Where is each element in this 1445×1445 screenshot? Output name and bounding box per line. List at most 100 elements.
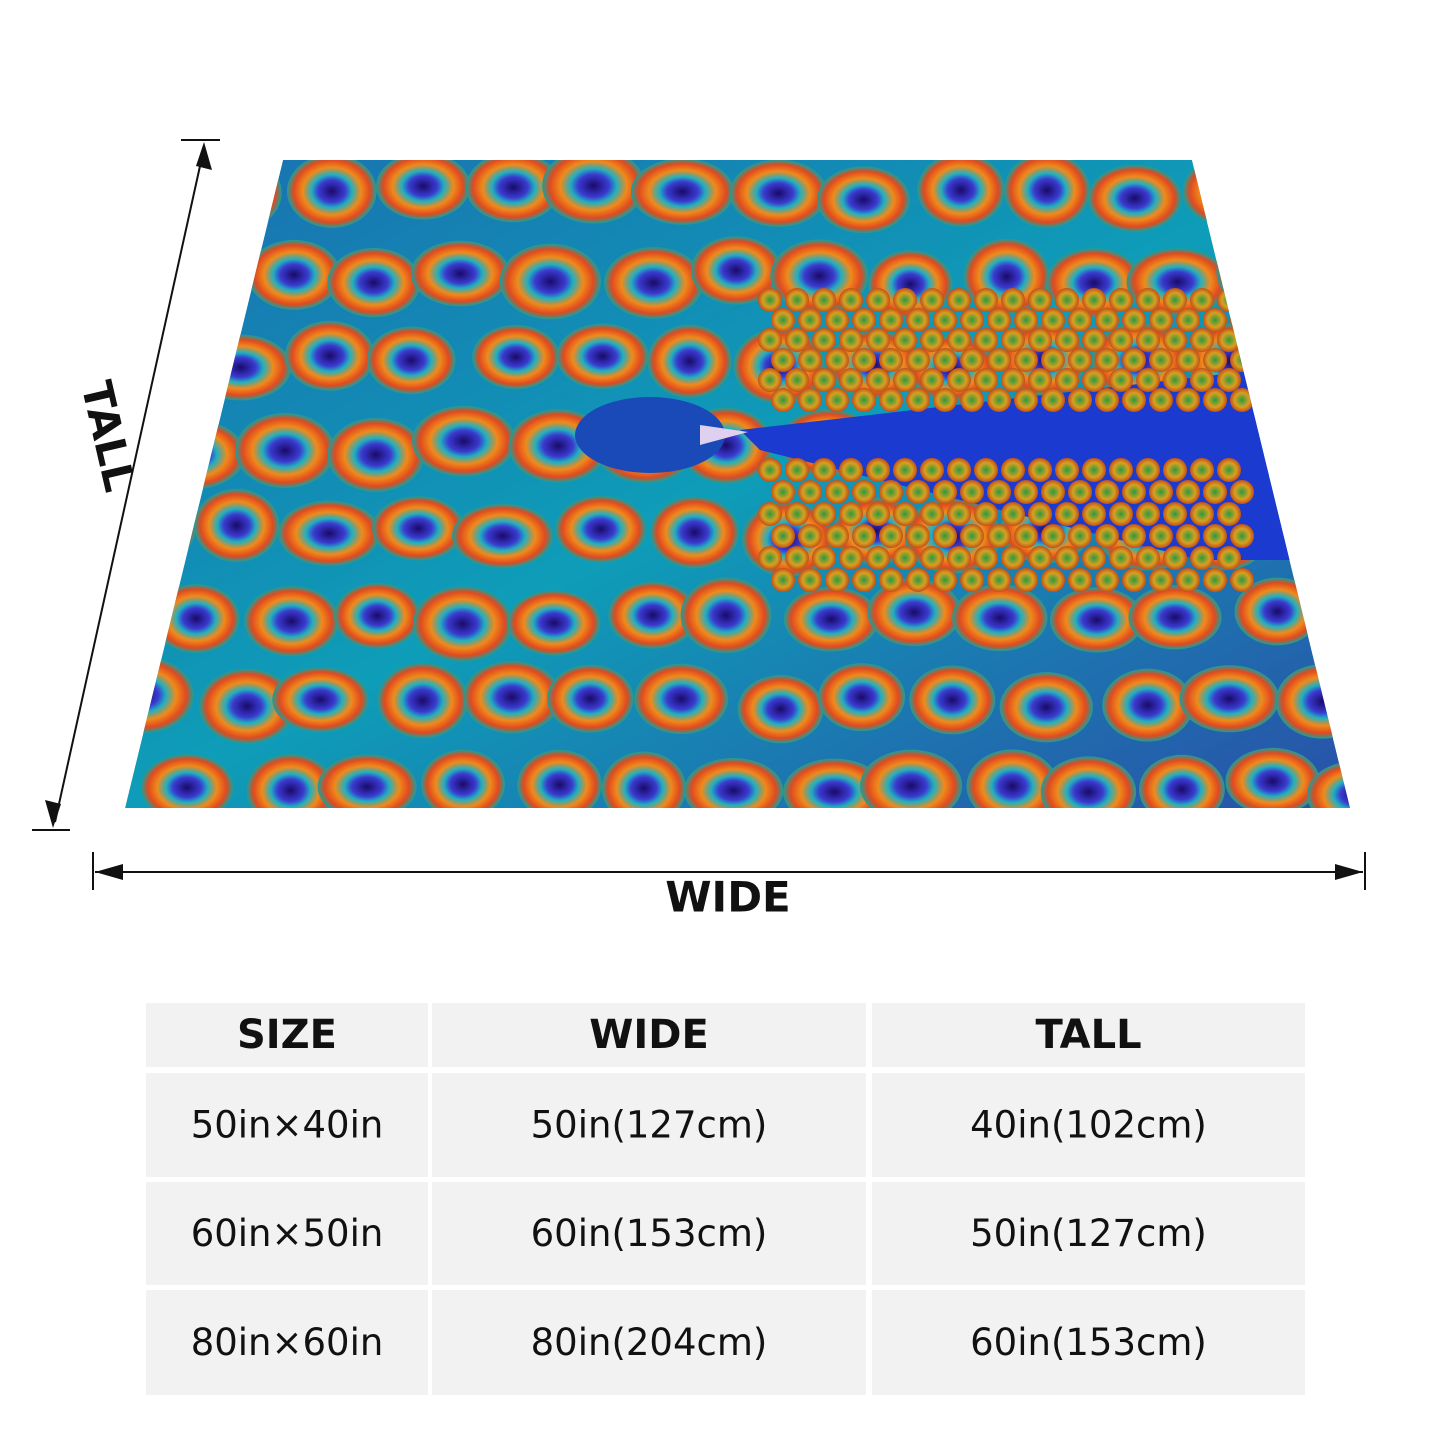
feather-eye (272, 667, 369, 733)
feather-eye (235, 413, 335, 489)
plumage-scale (974, 328, 998, 352)
plumage-scale (785, 546, 809, 570)
plumage-scale (1095, 480, 1119, 504)
feather-eye (286, 160, 377, 228)
plumage-scale (974, 368, 998, 392)
plumage-scale (1068, 388, 1092, 412)
feather-eye (366, 326, 456, 395)
plumage-scale (974, 458, 998, 482)
plumage-scale (785, 368, 809, 392)
plumage-scale (1190, 502, 1214, 526)
plumage-scale (1203, 308, 1227, 332)
plumage-scale (1041, 524, 1065, 548)
plumage-scale (1217, 368, 1241, 392)
plumage-scale (1041, 568, 1065, 592)
plumage-scale (1028, 368, 1052, 392)
plumage-scale (1176, 388, 1200, 412)
plumage-scale (879, 348, 903, 372)
plumage-scale (758, 502, 782, 526)
feather-eye (125, 493, 196, 564)
plumage-scale (947, 502, 971, 526)
plumage-scale (933, 348, 957, 372)
feather-eye (859, 749, 963, 808)
plumage-scale (852, 480, 876, 504)
plumage-scale (866, 458, 890, 482)
plumage-scale (974, 502, 998, 526)
plumage-scale (1149, 308, 1173, 332)
plumage-scale (758, 458, 782, 482)
plumage-scale (1095, 308, 1119, 332)
plumage-scale (893, 288, 917, 312)
plumage-scale (960, 524, 984, 548)
plumage-scale (1149, 568, 1173, 592)
header-text: TALL (1035, 1012, 1141, 1058)
plumage-scale (771, 568, 795, 592)
plumage-scale (1230, 348, 1254, 372)
feather-eye (783, 758, 886, 808)
plumage-scale (825, 388, 849, 412)
plumage-scale (798, 388, 822, 412)
plumage-scale (1028, 546, 1052, 570)
plumage-scale (812, 368, 836, 392)
plumage-scale (785, 458, 809, 482)
plumage-scale (987, 308, 1011, 332)
feather-eye (542, 160, 645, 224)
plumage-scale (920, 502, 944, 526)
plumage-scale (920, 328, 944, 352)
plumage-scale (1082, 546, 1106, 570)
table-cell (872, 1182, 1305, 1285)
feather-eye (1275, 664, 1350, 739)
plumage-scale (1001, 546, 1025, 570)
feather-eye (517, 749, 602, 808)
tall-label: TALL (72, 377, 145, 497)
cell-text: 80in×60in (191, 1321, 384, 1364)
plumage-scale (1203, 348, 1227, 372)
plumage-scale (866, 328, 890, 352)
plumage-scale (893, 502, 917, 526)
plumage-scale (852, 524, 876, 548)
feather-eye (1266, 160, 1350, 221)
plumage-scale (1176, 568, 1200, 592)
plumage-scale (960, 348, 984, 372)
plumage-scale (771, 388, 795, 412)
feather-eye (1138, 754, 1225, 808)
plumage-scale (785, 502, 809, 526)
feather-eye (194, 488, 280, 562)
plumage-scale (785, 328, 809, 352)
feather-eye (1128, 585, 1222, 650)
plumage-scale (1041, 480, 1065, 504)
plumage-scale (785, 288, 809, 312)
plumage-scale (947, 368, 971, 392)
feather-eye (199, 668, 295, 744)
plumage-scale (1109, 458, 1133, 482)
plumage-scale (866, 368, 890, 392)
plumage-scale (852, 348, 876, 372)
plumage-scale (1230, 524, 1254, 548)
plumage-scale (947, 546, 971, 570)
plumage-scale (825, 308, 849, 332)
feather-eye (608, 581, 698, 649)
plumage-scale (1055, 328, 1079, 352)
plumage-scale (947, 288, 971, 312)
feather-eye (190, 334, 292, 401)
feather-eye (499, 243, 601, 320)
plumage-scale (1190, 546, 1214, 570)
plumage-scale (1136, 368, 1160, 392)
feather-eye (137, 240, 235, 313)
plumage-scale (1109, 328, 1133, 352)
plumage-scale (906, 524, 930, 548)
feather-eye (555, 495, 647, 563)
plumage-scale (825, 348, 849, 372)
feather-eye (1225, 747, 1320, 808)
plumage-scale (1014, 524, 1038, 548)
plumage-scale (1230, 308, 1254, 332)
cell-text: 60in(153cm) (970, 1321, 1207, 1364)
plumage-scale (758, 288, 782, 312)
feather-eye (507, 590, 601, 656)
plumage-scale (1230, 480, 1254, 504)
plumage-scale (1082, 502, 1106, 526)
cell-text: 50in×40in (191, 1104, 384, 1147)
plumage-scale (1055, 458, 1079, 482)
feather-eye (1306, 761, 1350, 808)
plumage-scale (906, 568, 930, 592)
